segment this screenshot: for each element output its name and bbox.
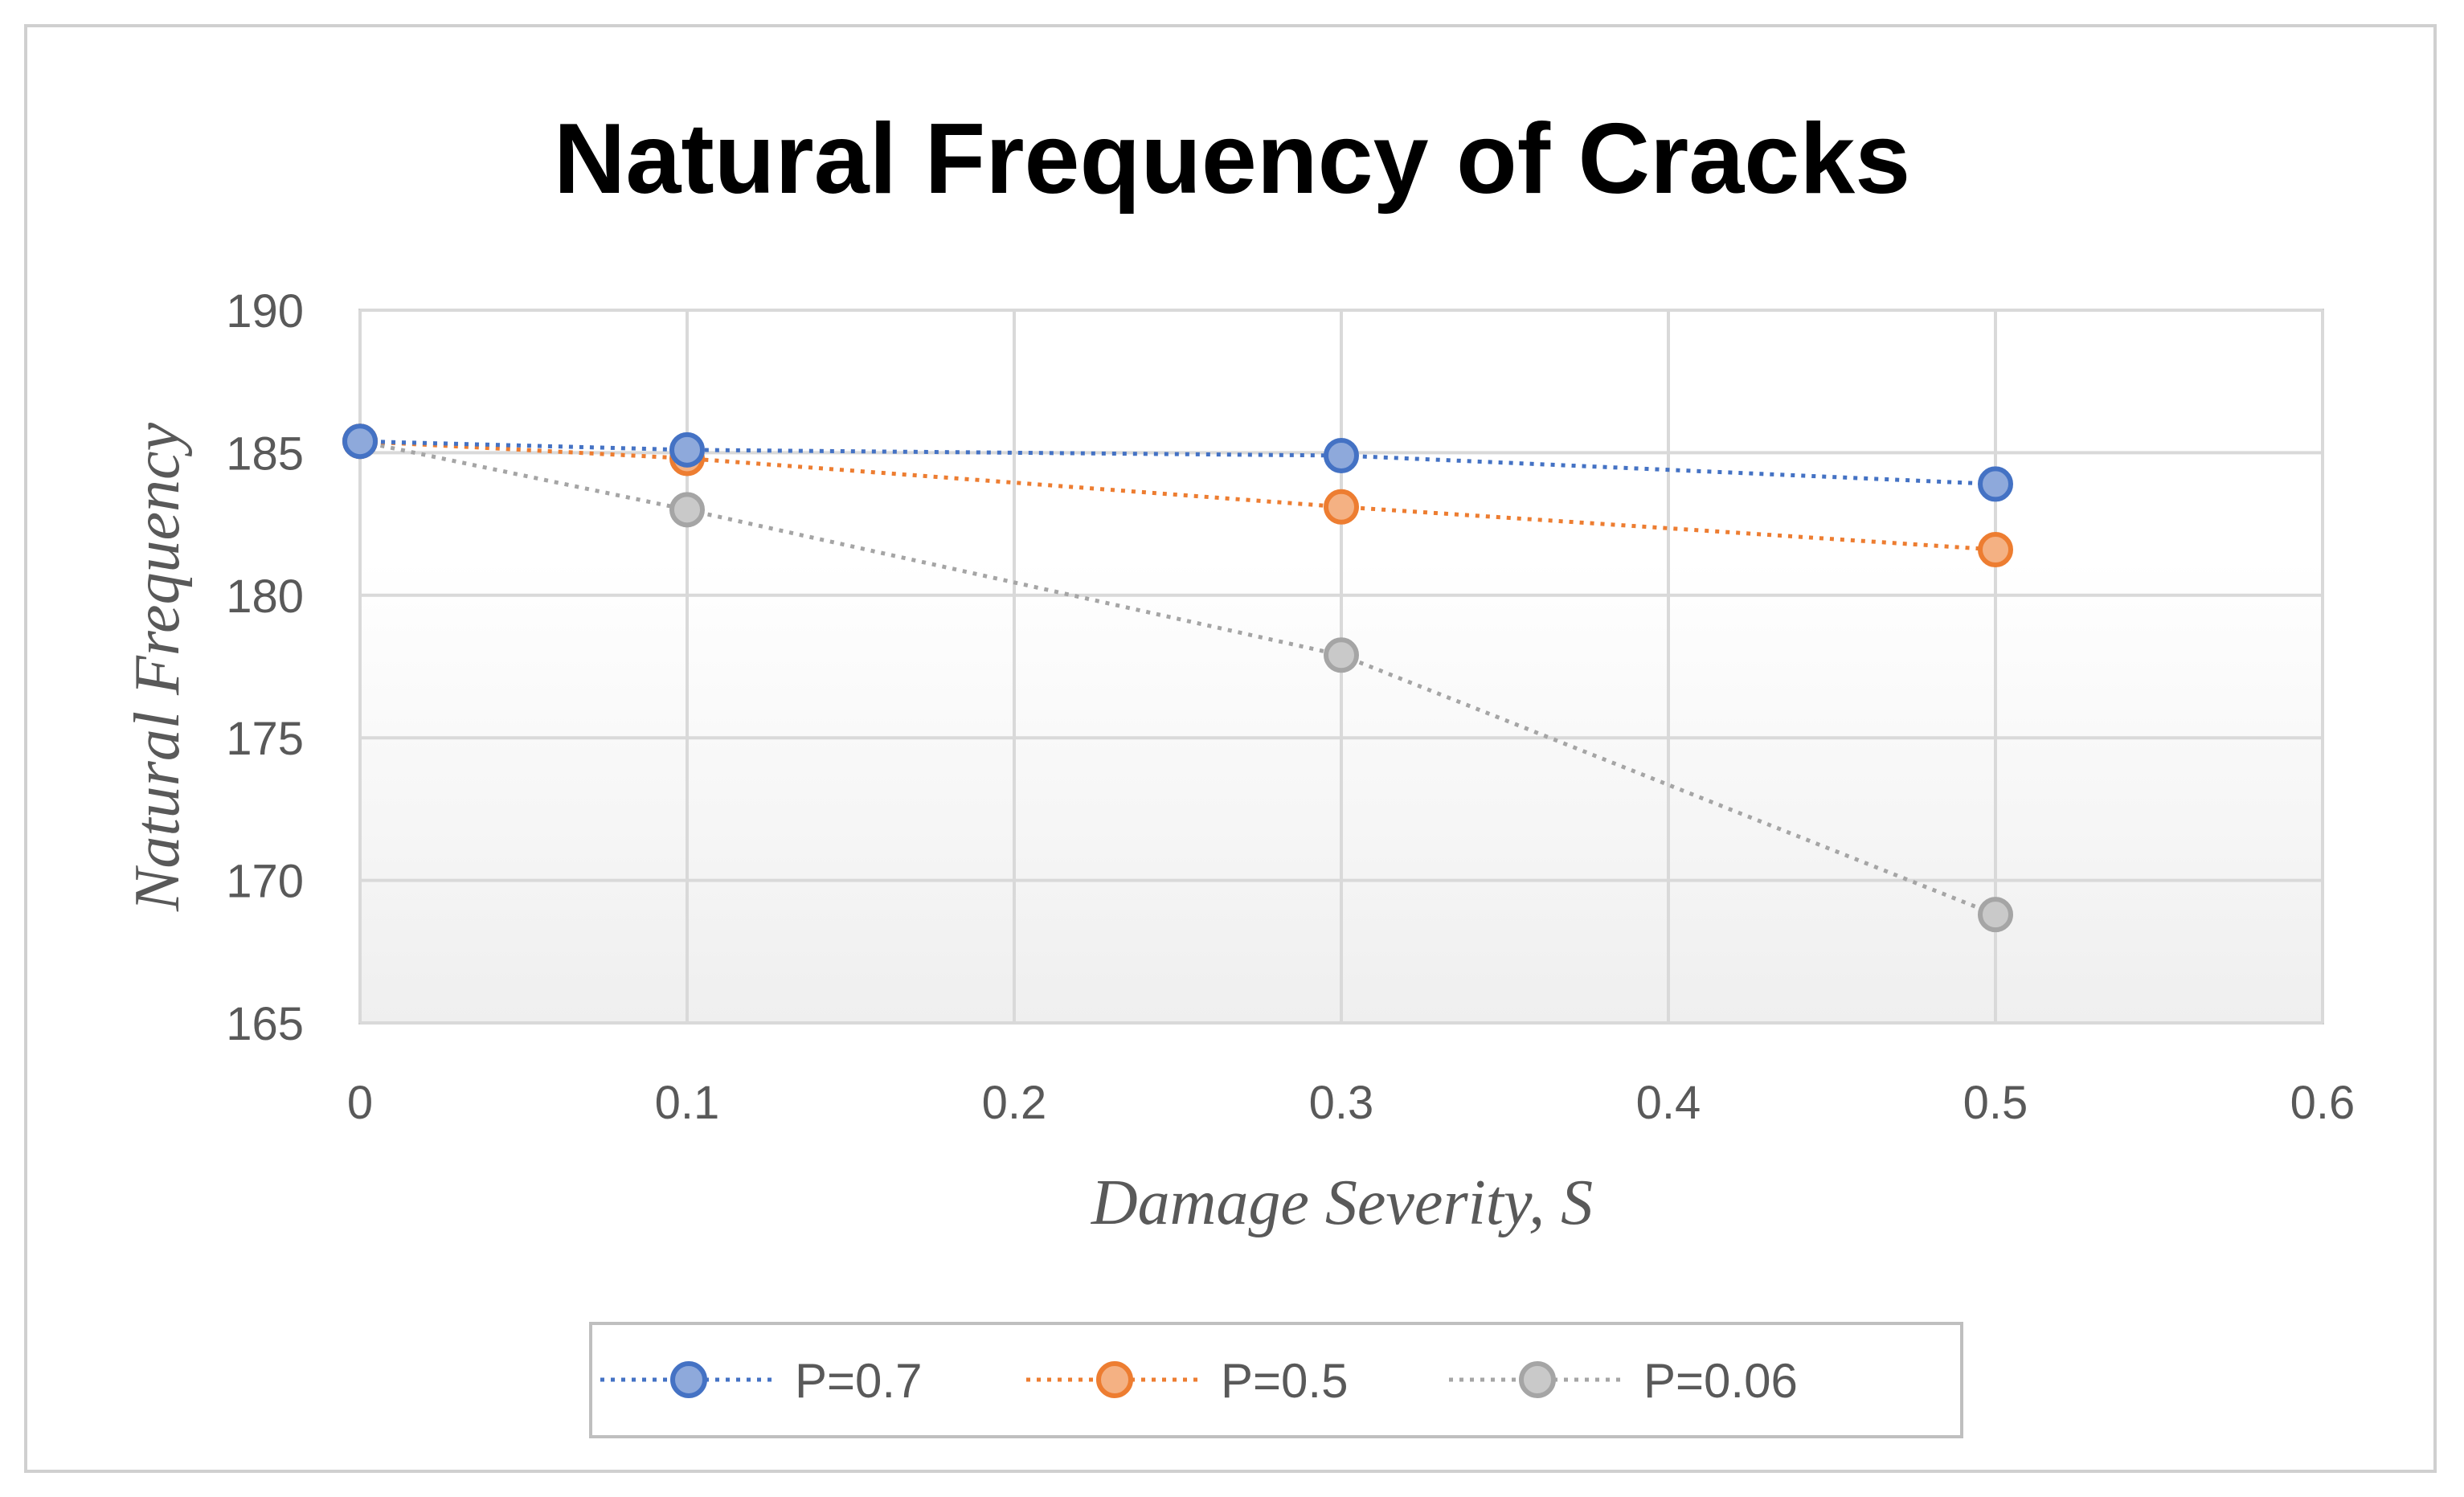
series-line-2 <box>359 439 1996 917</box>
data-point-series-1 <box>1324 489 1359 525</box>
data-point-series-1 <box>1978 532 2013 568</box>
series-line-0 <box>359 439 1996 486</box>
x-tick-label: 0 <box>347 1077 373 1129</box>
legend: P=0.7 P=0.5 P=0.06 <box>600 1354 1798 1408</box>
data-point-series-0 <box>1324 437 1359 473</box>
data-point-series-0 <box>669 432 705 468</box>
y-tick-label: 175 <box>226 713 304 765</box>
series-points <box>342 423 2013 933</box>
y-tick-label: 180 <box>226 571 304 623</box>
y-tick-label: 170 <box>226 856 304 908</box>
x-axis-title: Damage Severity, S <box>1091 1168 1593 1238</box>
legend-label-1: P=0.5 <box>1221 1354 1348 1408</box>
x-axis-ticks: 0 0.1 0.2 0.3 0.4 0.5 0.6 <box>347 1077 2355 1129</box>
legend-label-0: P=0.7 <box>795 1354 922 1408</box>
y-axis-title: Natural Frequency <box>122 423 193 913</box>
legend-marker-2 <box>1519 1361 1556 1398</box>
series-lines <box>359 439 1996 917</box>
x-tick-label: 0.3 <box>1309 1077 1374 1129</box>
legend-box <box>589 1322 1963 1438</box>
y-tick-label: 185 <box>226 427 304 480</box>
x-tick-label: 0.2 <box>982 1077 1047 1129</box>
x-tick-label: 0.5 <box>1963 1077 2028 1129</box>
data-point-series-0 <box>342 423 378 460</box>
legend-marker-0 <box>670 1361 707 1398</box>
data-point-series-2 <box>1324 637 1359 673</box>
y-axis-ticks: 165 170 175 180 185 190 <box>226 285 304 1050</box>
legend-label-2: P=0.06 <box>1643 1354 1798 1408</box>
data-point-series-2 <box>669 492 705 528</box>
x-tick-label: 0.1 <box>655 1077 720 1129</box>
y-tick-label: 190 <box>226 285 304 337</box>
y-tick-label: 165 <box>226 998 304 1050</box>
chart-title: Natural Frequency of Cracks <box>554 104 1910 215</box>
data-point-series-0 <box>1978 466 2013 502</box>
legend-marker-1 <box>1096 1361 1133 1398</box>
data-point-series-2 <box>1978 897 2013 933</box>
x-tick-label: 0.4 <box>1636 1077 1701 1129</box>
x-tick-label: 0.6 <box>2290 1077 2356 1129</box>
